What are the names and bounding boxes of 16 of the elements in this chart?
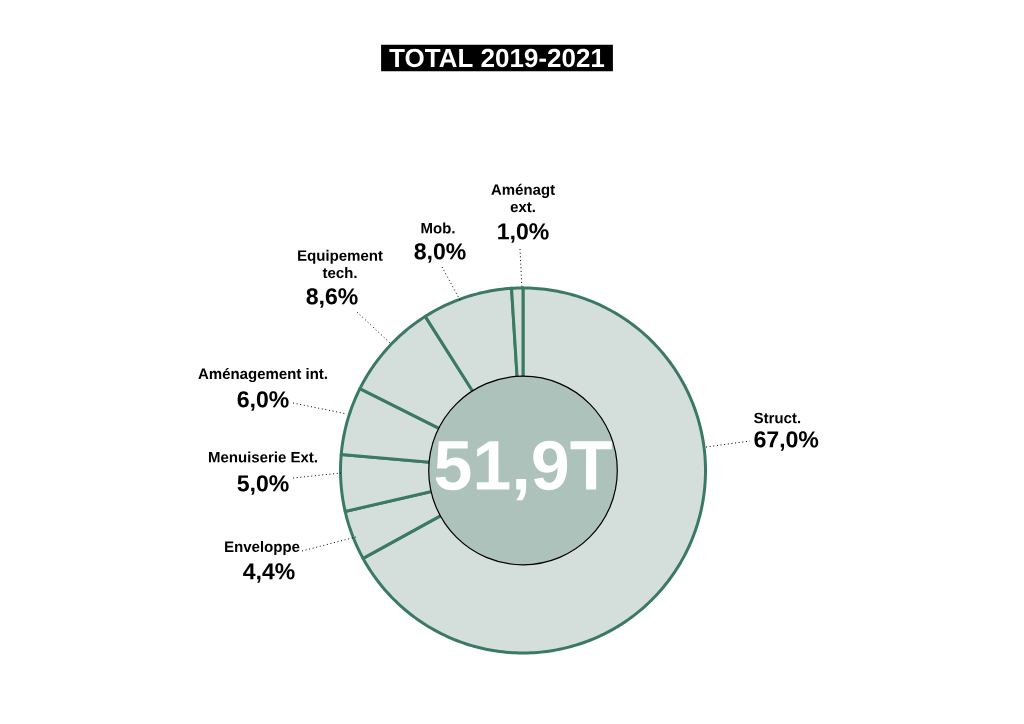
slice-label: Equipement tech. [298,249,383,279]
text: 51,9T [435,440,612,501]
data-label: 1,0% [498,223,549,243]
data-label: 6,0% [237,391,289,411]
data-label: 4,4% [243,563,295,583]
slice-label: Menuiserie Ext. [208,451,317,463]
slice-label: Enveloppe [225,541,300,555]
slice-label: Aménagt ext. [491,183,555,213]
slice-label: Mob. [421,222,455,234]
chart-title: TOTAL 2019-2021 [389,48,605,68]
data-label: 67,0% [754,431,819,451]
data-label: 8,6% [306,288,358,308]
slice-label: Aménagement int. [198,367,327,383]
slice-label: Struct. [754,412,801,424]
data-label: 5,0% [237,475,289,495]
data-label: 8,0% [414,243,466,263]
